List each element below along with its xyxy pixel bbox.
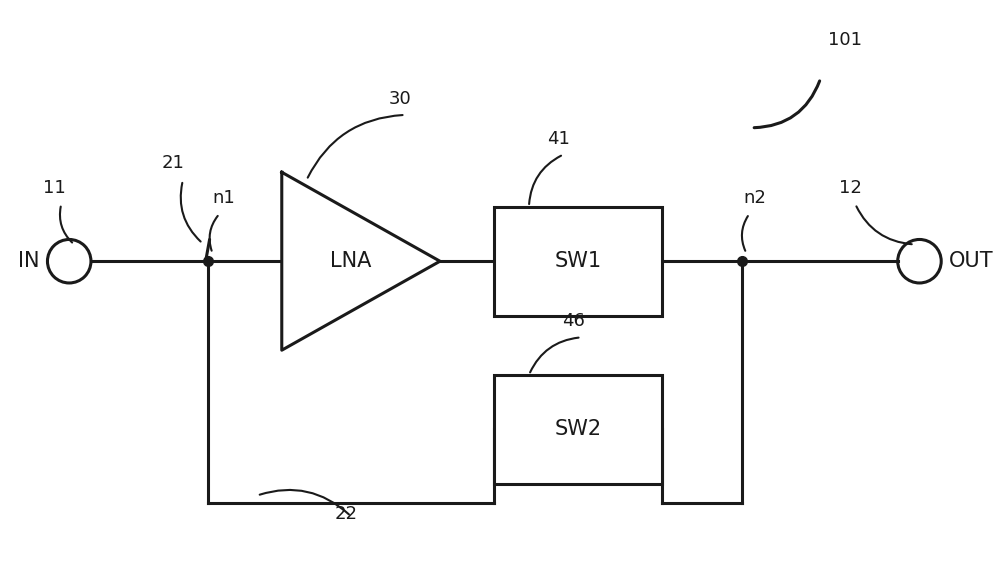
Text: 46: 46 <box>562 312 585 330</box>
Bar <box>494 207 662 316</box>
Text: 22: 22 <box>335 505 358 523</box>
Text: 101: 101 <box>828 31 862 49</box>
Bar <box>494 375 662 484</box>
Text: 11: 11 <box>43 179 66 197</box>
Text: n1: n1 <box>213 189 235 207</box>
Text: LNA: LNA <box>330 251 372 271</box>
Text: SW2: SW2 <box>555 419 602 439</box>
Text: 41: 41 <box>547 130 570 148</box>
Text: 21: 21 <box>162 154 184 172</box>
Text: 12: 12 <box>839 179 862 197</box>
Text: IN: IN <box>18 251 40 271</box>
Text: OUT: OUT <box>949 251 994 271</box>
Text: 30: 30 <box>389 90 412 108</box>
Text: SW1: SW1 <box>555 251 602 271</box>
Text: n2: n2 <box>743 189 766 207</box>
